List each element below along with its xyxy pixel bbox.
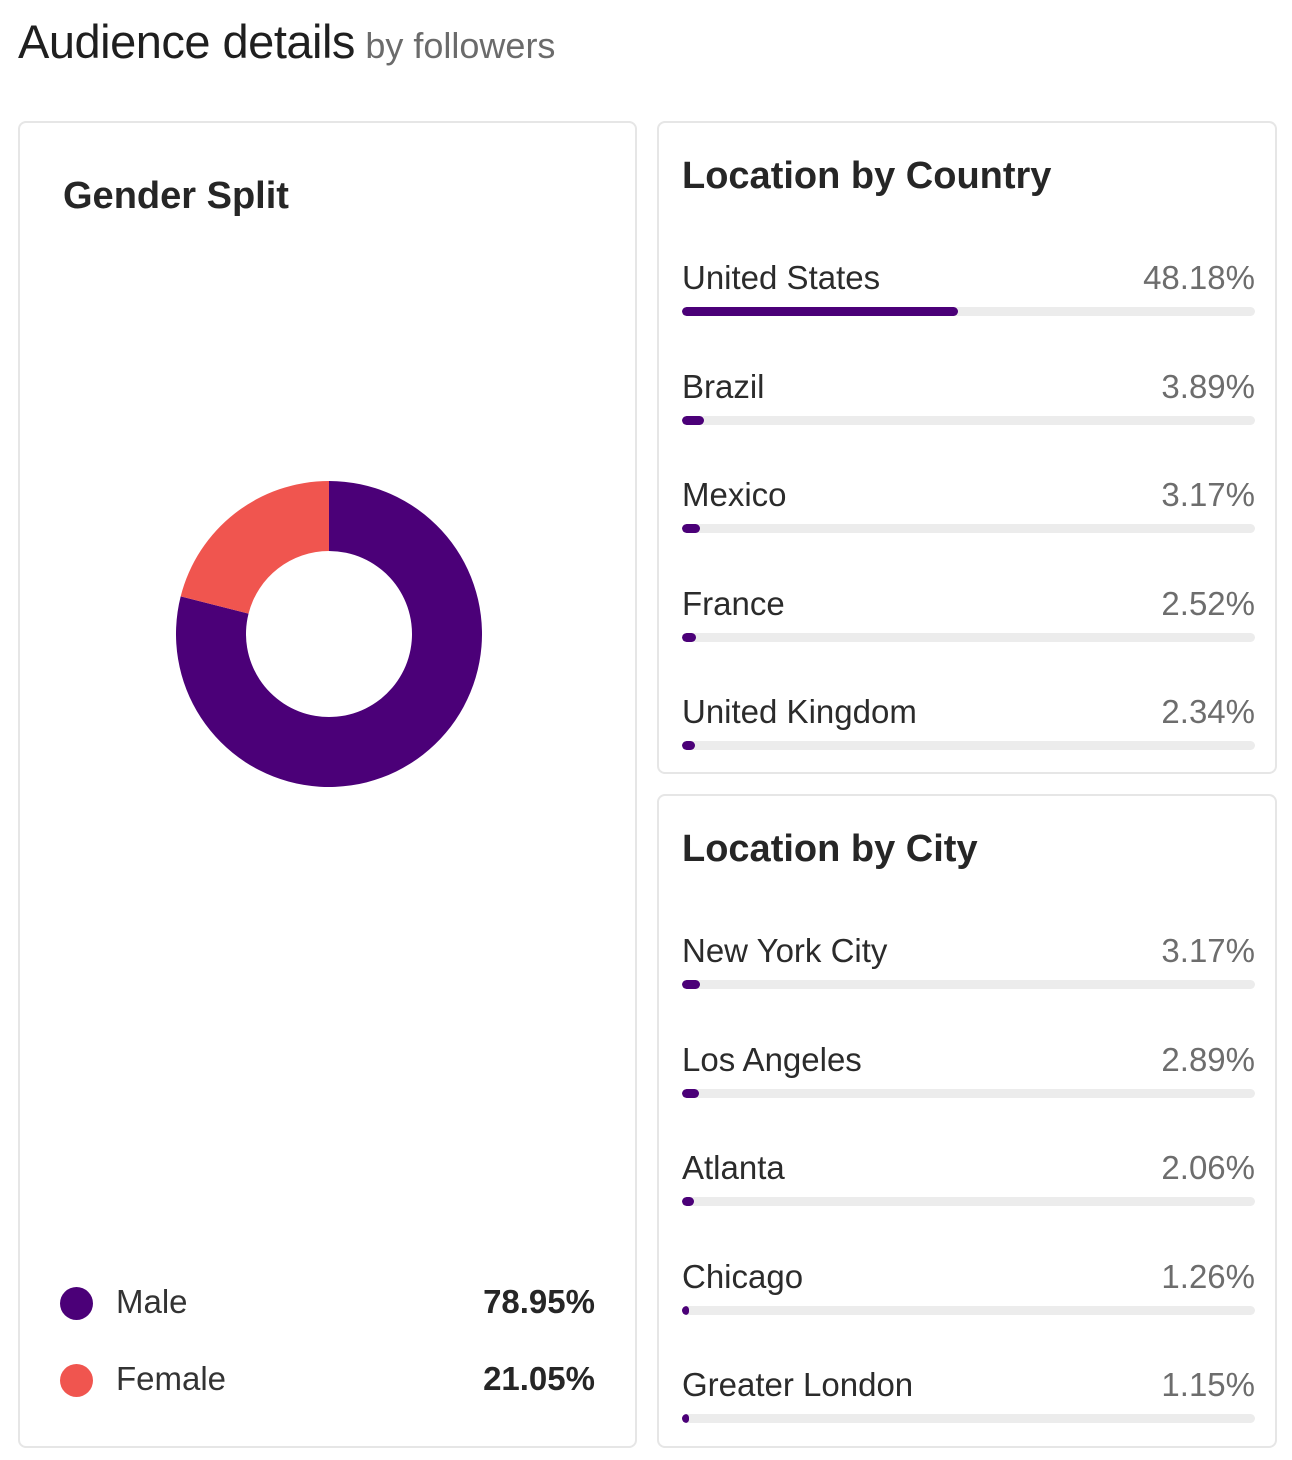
bar-fill — [682, 524, 701, 533]
bar-fill — [682, 741, 696, 750]
bar-label: Brazil — [682, 367, 765, 405]
bar-value: 1.15% — [1161, 1366, 1255, 1403]
city-card: Location by City New York City 3.17% Los A… — [657, 794, 1277, 1448]
bar-label: Mexico — [682, 476, 787, 513]
gender-donut-chart — [174, 479, 484, 789]
bar-label: United States — [682, 259, 881, 296]
bar-track — [682, 415, 1255, 425]
bar-item: Los Angeles 2.89% — [682, 1041, 1255, 1111]
bar-label: New York City — [682, 932, 888, 969]
bar-item: New York City 3.17% — [682, 932, 1255, 1002]
bar-item: France 2.52% — [682, 585, 1255, 655]
bar-fill — [682, 632, 697, 642]
bar-label: Atlanta — [682, 1149, 785, 1186]
bar-fill — [682, 980, 701, 989]
bar-value: 1.26% — [1161, 1257, 1255, 1295]
bar-item: Greater London 1.15% — [682, 1366, 1255, 1436]
bar-track — [682, 1197, 1255, 1206]
bar-value: 48.18% — [1143, 259, 1255, 296]
legend-item-female: Female 21.05% — [60, 1360, 595, 1400]
bar-track — [682, 741, 1255, 750]
bar-track — [682, 980, 1255, 989]
bar-item: Atlanta 2.06% — [682, 1149, 1255, 1219]
bar-value: 2.34% — [1161, 693, 1255, 730]
city-title: Location by City — [682, 828, 978, 870]
bar-label: Los Angeles — [682, 1040, 862, 1078]
bar-value: 2.06% — [1161, 1149, 1255, 1186]
legend-label: Male — [116, 1283, 188, 1320]
bar-track — [682, 1088, 1255, 1098]
bar-label: Chicago — [682, 1257, 804, 1295]
legend-item-male: Male 78.95% — [60, 1283, 595, 1323]
gender-donut-svg — [176, 481, 483, 787]
bar-item: Chicago 1.26% — [682, 1258, 1255, 1328]
bar-track — [682, 307, 1255, 316]
bar-label: Greater London — [682, 1366, 914, 1403]
bar-fill — [682, 307, 959, 316]
bar-track — [682, 524, 1255, 533]
donut-slice-male — [176, 481, 483, 787]
legend-value: 21.05% — [483, 1360, 595, 1397]
bar-fill — [682, 1414, 689, 1423]
bar-label: United Kingdom — [682, 693, 917, 730]
bar-fill — [682, 1088, 699, 1098]
bar-value: 2.89% — [1161, 1040, 1255, 1078]
bar-value: 3.89% — [1161, 367, 1255, 405]
country-card: Location by Country United States 48.18% B… — [657, 121, 1277, 774]
bar-track — [682, 632, 1255, 642]
country-title: Location by Country — [682, 155, 1052, 197]
bar-item: Mexico 3.17% — [682, 476, 1255, 546]
page-title: Audience details — [18, 15, 355, 68]
legend-label: Female — [116, 1360, 227, 1397]
bar-label: France — [682, 584, 785, 622]
bar-value: 3.17% — [1161, 476, 1255, 513]
bar-value: 3.17% — [1161, 932, 1255, 969]
bar-item: Brazil 3.89% — [682, 368, 1255, 438]
bar-item: United States 48.18% — [682, 259, 1255, 329]
page-subtitle: by followers — [365, 25, 556, 66]
bar-track — [682, 1414, 1255, 1423]
bar-item: United Kingdom 2.34% — [682, 693, 1255, 763]
legend-value: 78.95% — [483, 1283, 595, 1320]
bar-fill — [682, 1305, 690, 1315]
bar-value: 2.52% — [1161, 584, 1255, 622]
bar-fill — [682, 415, 705, 425]
legend-dot-icon — [60, 1287, 93, 1320]
donut-slice-female — [180, 481, 329, 614]
legend-dot-icon — [60, 1364, 93, 1397]
bar-fill — [682, 1197, 694, 1206]
gender-split-title: Gender Split — [63, 175, 289, 217]
gender-split-card: Gender Split Male 78.95% Female 21.05% — [18, 121, 637, 1448]
bar-track — [682, 1305, 1255, 1315]
page-header: Audience details by followers — [18, 14, 555, 69]
